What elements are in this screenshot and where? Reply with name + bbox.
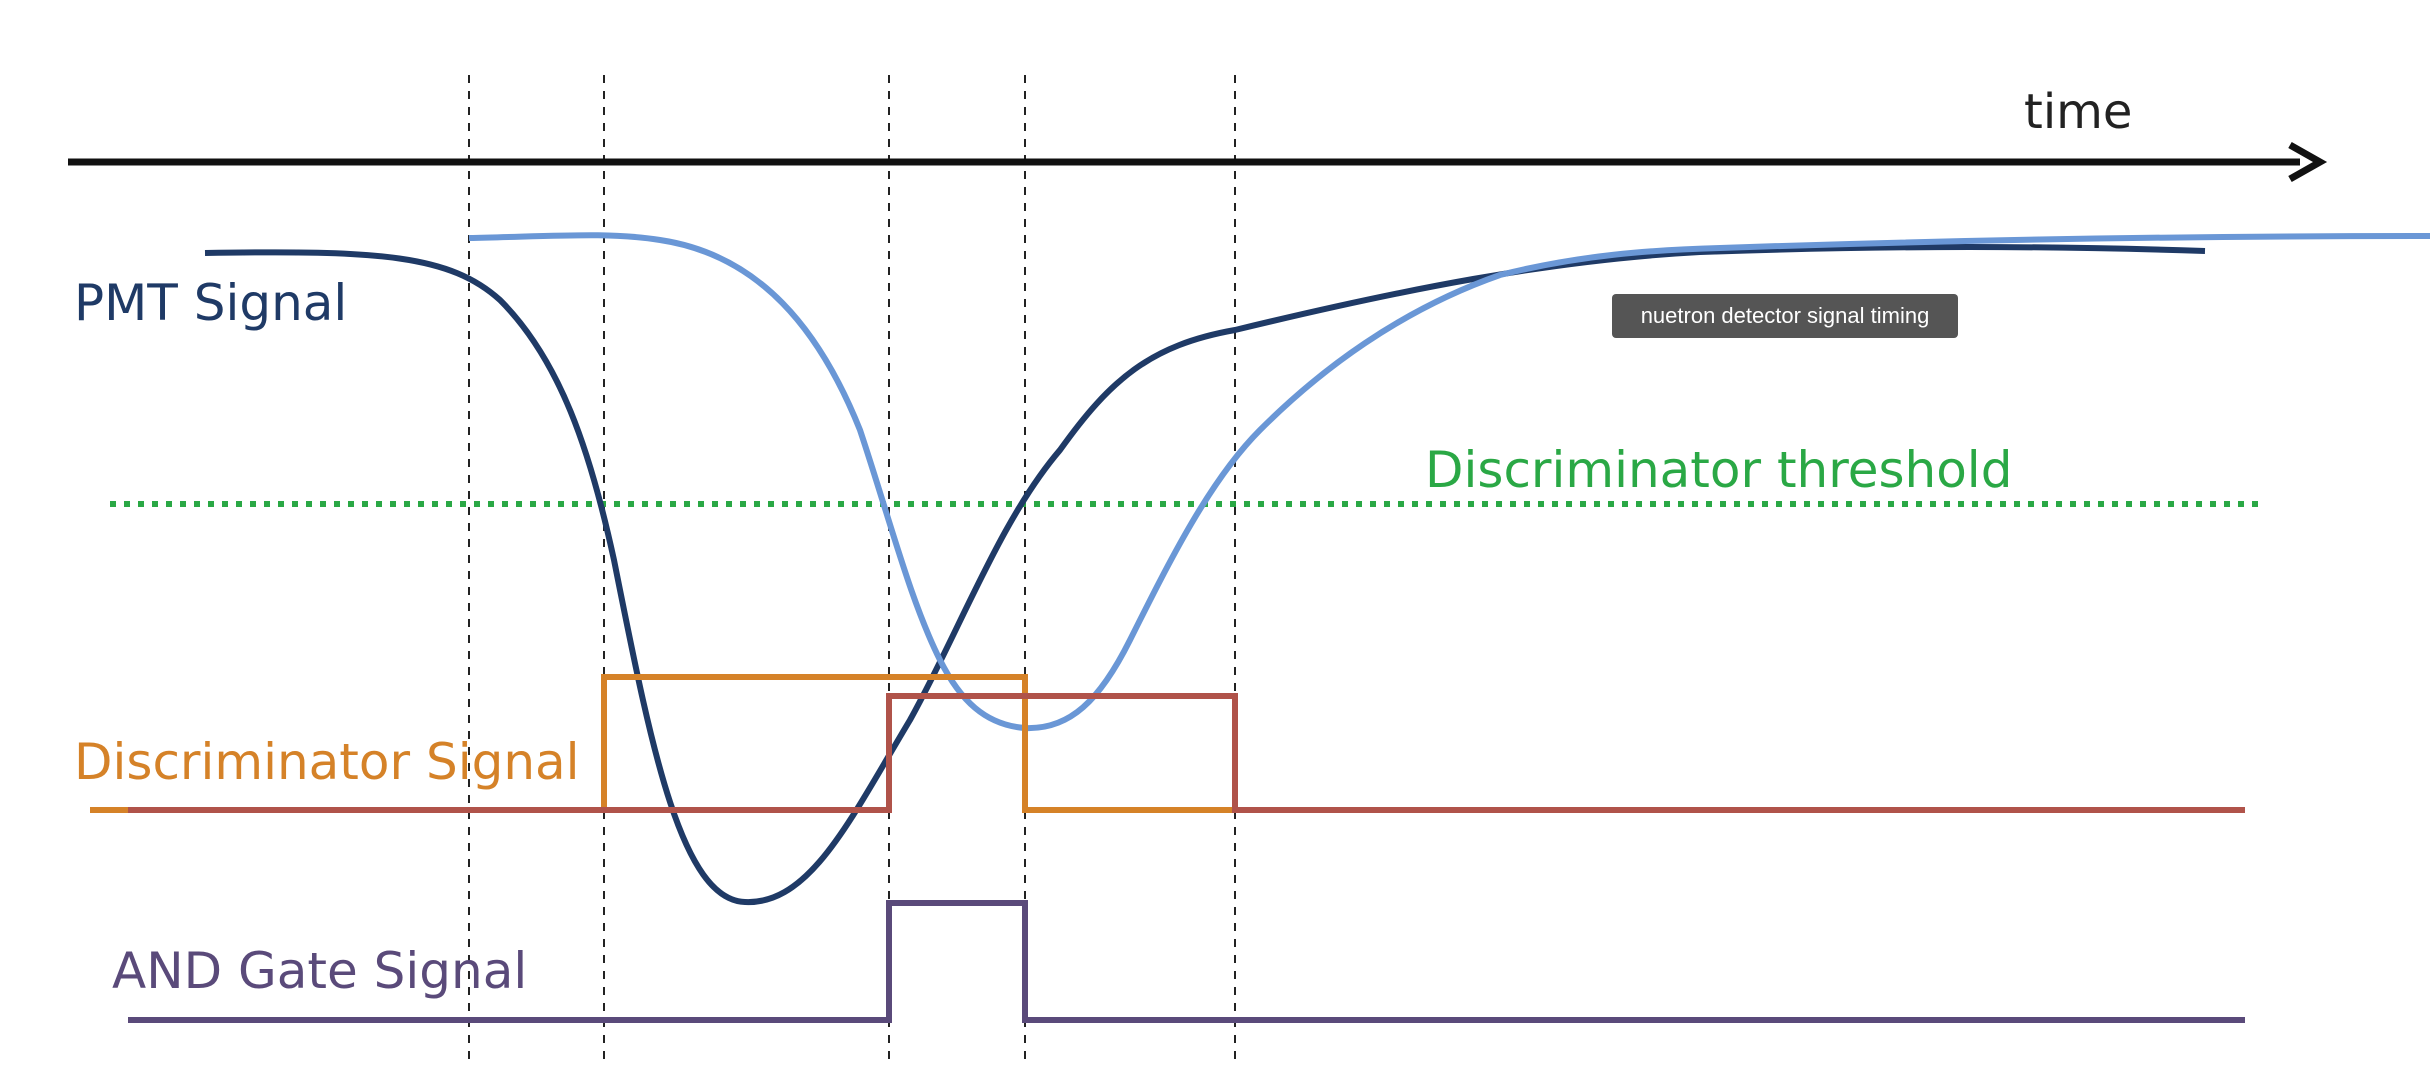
discriminator-signal-label: Discriminator Signal (74, 733, 580, 791)
discriminator-signal-2 (128, 693, 2245, 813)
threshold-label: Discriminator threshold (1425, 441, 2013, 499)
tooltip: nuetron detector signal timing (1612, 294, 1958, 338)
pmt-signal-curve-2 (468, 232, 2430, 732)
pmt-signal-curve-1 (204, 244, 2206, 906)
and-gate-signal (128, 900, 2245, 1023)
time-label: time (2024, 84, 2133, 140)
and-gate-signal-label: AND Gate Signal (112, 942, 528, 1000)
guide-lines (468, 75, 1236, 1066)
time-axis-arrowhead (2288, 141, 2328, 183)
pmt-signal-label: PMT Signal (74, 274, 348, 332)
time-axis (68, 141, 2328, 183)
